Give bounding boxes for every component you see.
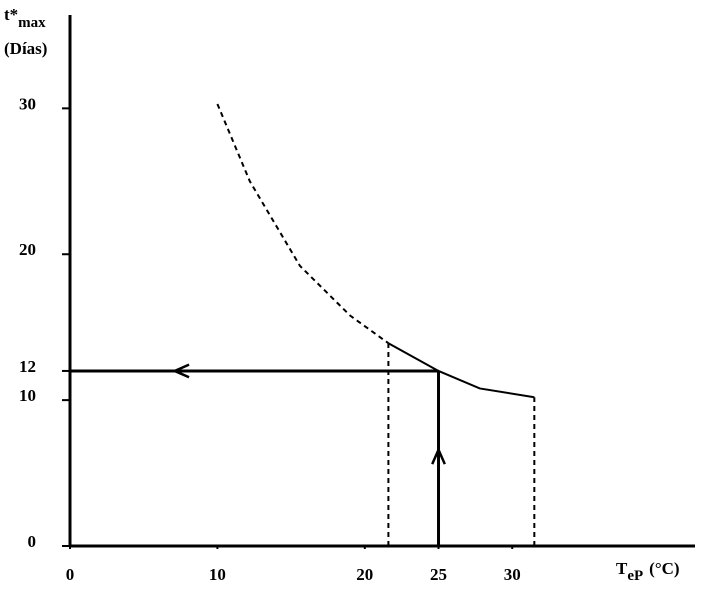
curve	[387, 342, 535, 399]
y-tick-label: 30	[19, 94, 36, 113]
curve	[216, 103, 389, 345]
y-axis-unit: (Días)	[4, 39, 47, 58]
x-axis-label: TeP (°C)	[616, 559, 680, 585]
y-axis-label: t*max	[4, 5, 46, 32]
y-label-main: t*	[4, 5, 18, 24]
y-label-sub: max	[18, 15, 46, 31]
y-tick-label: 20	[19, 240, 36, 259]
y-tick-label: 0	[28, 532, 37, 551]
x-tick-label: 30	[504, 565, 521, 584]
x-tick-label: 20	[356, 565, 373, 584]
x-label-main: T	[616, 559, 628, 578]
arrow-head	[431, 446, 446, 465]
arrow-head	[171, 363, 190, 379]
x-tick-label: 0	[66, 565, 75, 584]
y-tick-label: 12	[19, 357, 36, 376]
x-tick-label: 25	[430, 565, 447, 584]
x-label-unit: (°C)	[649, 559, 679, 578]
y-tick-label: 10	[19, 386, 36, 405]
x-label-sub: eP	[627, 568, 643, 584]
x-tick-label: 10	[209, 565, 226, 584]
